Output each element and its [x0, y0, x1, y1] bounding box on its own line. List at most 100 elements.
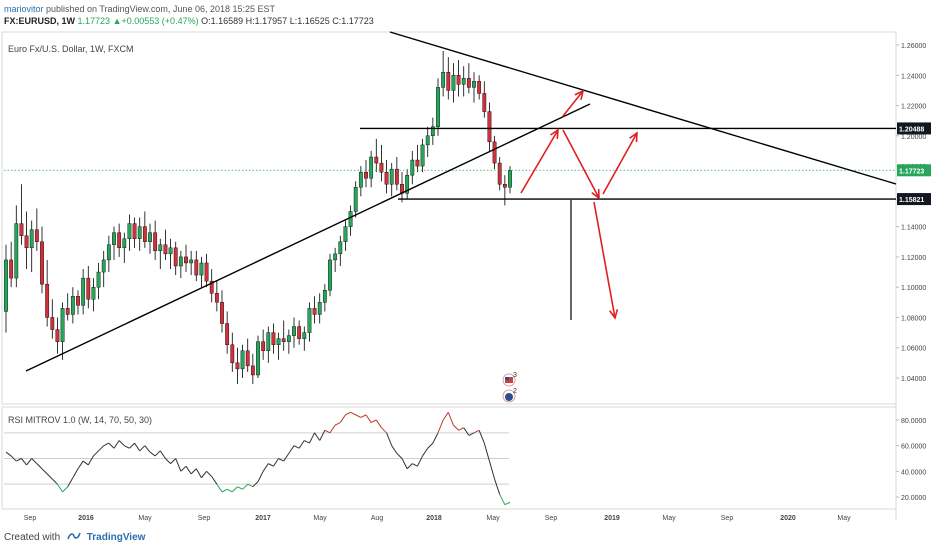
- rsi-segment: [26, 458, 33, 466]
- price-tag-label: 1.15821: [899, 197, 924, 204]
- ascending-trendline: [25, 103, 591, 372]
- price-tick-label: 1.06000: [901, 346, 926, 353]
- rsi-segment: [21, 458, 27, 466]
- eu-flag-event-icon[interactable]: 2: [502, 388, 517, 403]
- rsi-segment: [365, 414, 372, 423]
- candle-body: [261, 341, 266, 351]
- footer: Created with TradingView: [4, 531, 145, 544]
- tradingview-brand[interactable]: TradingView: [86, 532, 146, 544]
- eu-event-count: 2: [513, 388, 517, 395]
- rsi-segment: [257, 471, 264, 482]
- candle-body: [389, 168, 394, 185]
- candle-body: [297, 326, 302, 339]
- rsi-segment: [211, 476, 218, 485]
- rsi-segment: [463, 427, 470, 436]
- candle-body: [276, 338, 281, 345]
- rsi-segment: [478, 430, 485, 444]
- author-link[interactable]: mariovitor: [4, 4, 44, 14]
- candle-body: [240, 350, 245, 370]
- rsi-segment: [165, 458, 171, 464]
- candle-body: [317, 302, 322, 315]
- rsi-segment: [139, 445, 146, 452]
- price-tick-label: 1.20000: [901, 134, 926, 141]
- candle-body: [173, 247, 178, 267]
- candle-body: [142, 226, 147, 242]
- rsi-segment: [180, 465, 187, 472]
- rsi-segment: [360, 414, 367, 418]
- rsi-tick-label: 20.0000: [901, 495, 926, 502]
- scenario-arrow: [562, 90, 584, 117]
- rsi-segment: [154, 450, 161, 457]
- rsi-segment: [252, 481, 259, 488]
- rsi-segment: [396, 453, 403, 459]
- ohlc-low: L:1.16525: [289, 16, 330, 26]
- rsi-segment: [98, 445, 105, 452]
- candle-body: [204, 262, 209, 282]
- candle-body: [343, 226, 348, 242]
- candle-body: [307, 308, 312, 333]
- rsi-segment: [416, 455, 424, 467]
- rsi-segment: [242, 483, 249, 490]
- rsi-segment: [314, 432, 321, 441]
- candle-body: [271, 332, 276, 345]
- price-tick-label: 1.10000: [901, 285, 926, 292]
- rsi-segment: [82, 460, 89, 466]
- scenario-arrow-head: [550, 128, 559, 140]
- rsi-segment: [293, 445, 300, 449]
- candle-body: [230, 344, 235, 364]
- candle-body: [430, 126, 435, 137]
- chart-title: Euro Fx/U.S. Dollar, 1W, FXCM: [8, 44, 134, 54]
- rsi-segment: [129, 442, 135, 449]
- time-tick-label: 2019: [604, 515, 620, 522]
- candle-body: [425, 135, 430, 146]
- candle-body: [482, 93, 487, 112]
- rsi-segment: [391, 445, 398, 454]
- time-tick-label: 2020: [780, 515, 796, 522]
- rsi-segment: [468, 432, 475, 436]
- rsi-segment: [370, 419, 377, 424]
- event-markers: 3 2: [502, 372, 517, 403]
- time-tick-label: 2017: [255, 515, 271, 522]
- candle-body: [112, 232, 116, 245]
- rsi-segment: [190, 468, 197, 475]
- candle-body: [60, 308, 65, 342]
- rsi-segment: [278, 458, 284, 462]
- candle-body: [492, 141, 497, 164]
- candle-body: [96, 271, 101, 288]
- rsi-segment: [113, 440, 120, 449]
- candle-body: [487, 111, 492, 143]
- rsi-segment: [216, 483, 223, 493]
- candle-body: [384, 171, 389, 185]
- candle-body: [184, 256, 188, 264]
- candle-body: [55, 329, 60, 342]
- rsi-segment: [237, 486, 243, 490]
- ohlc-high: H:1.17957: [245, 16, 288, 26]
- candle-body: [148, 232, 152, 242]
- candle-body: [76, 296, 80, 306]
- rsi-segment: [437, 419, 444, 434]
- rsi-segment: [453, 424, 459, 431]
- time-tick-label: Sep: [198, 515, 211, 522]
- rsi-segment: [283, 453, 290, 462]
- candle-body: [194, 259, 199, 276]
- time-tick-label: Aug: [371, 515, 384, 522]
- candlestick-series: [4, 51, 512, 385]
- rsi-segment: [473, 429, 480, 434]
- scenario-arrow: [562, 129, 600, 199]
- rsi-segment: [458, 427, 464, 431]
- rsi-segment: [57, 483, 63, 493]
- candle-body: [333, 253, 338, 261]
- publish-info: mariovitor published on TradingView.com,…: [4, 4, 275, 14]
- tradingview-logo-icon: [67, 531, 81, 544]
- us-flag-event-icon[interactable]: 3: [502, 372, 517, 387]
- scenario-arrow-head: [629, 131, 638, 143]
- time-tick-label: Sep: [545, 515, 558, 522]
- candle-body: [466, 78, 471, 88]
- rsi-segment: [406, 463, 413, 470]
- candle-body: [461, 78, 466, 85]
- candle-body: [14, 223, 19, 279]
- rsi-segment: [36, 463, 43, 470]
- candle-body: [348, 211, 353, 227]
- published-text: published on TradingView.com, June 06, 2…: [43, 4, 276, 14]
